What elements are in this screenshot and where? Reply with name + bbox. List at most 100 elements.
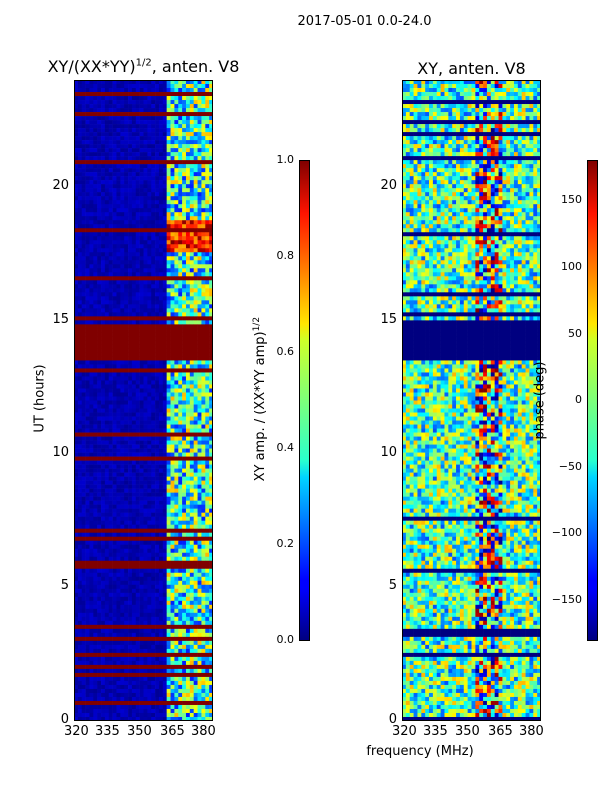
heatmap-cell xyxy=(170,192,175,197)
heatmap-cell xyxy=(209,272,213,277)
heatmap-cell xyxy=(155,536,160,542)
heatmap-cell xyxy=(155,344,160,349)
heatmap-cell xyxy=(116,496,121,501)
heatmap-cell xyxy=(170,88,175,93)
heatmap-cell xyxy=(135,396,140,401)
heatmap-cell xyxy=(77,264,83,269)
heatmap-cell xyxy=(104,444,110,449)
heatmap-cell xyxy=(209,88,213,93)
heatmap-cell xyxy=(193,96,198,101)
heatmap-cell xyxy=(170,596,175,602)
heatmap-cell xyxy=(197,604,202,610)
heatmap-cell xyxy=(135,388,140,393)
heatmap-cell xyxy=(85,156,90,161)
heatmap-cell xyxy=(178,220,183,225)
heatmap-cell xyxy=(209,120,213,125)
heatmap-cell xyxy=(104,388,110,393)
heatmap-cell xyxy=(85,368,90,373)
heatmap-cell xyxy=(197,156,202,161)
heatmap-cell xyxy=(155,420,160,425)
heatmap-cell xyxy=(74,500,79,505)
heatmap-cell xyxy=(193,108,198,113)
heatmap-cell xyxy=(128,436,133,441)
heatmap-cell xyxy=(209,216,213,221)
heatmap-cell xyxy=(189,280,194,285)
heatmap-cell xyxy=(101,400,106,405)
heatmap-cell xyxy=(108,304,113,309)
heatmap-cell xyxy=(112,284,117,289)
heatmap-cell xyxy=(139,160,144,165)
heatmap-cell xyxy=(201,560,206,566)
heatmap-cell xyxy=(197,268,202,273)
heatmap-cell xyxy=(139,432,144,437)
heatmap-cell xyxy=(120,168,125,173)
heatmap-cell xyxy=(81,596,86,602)
heatmap-cell xyxy=(77,224,83,229)
heatmap-cell xyxy=(201,496,206,501)
heatmap-cell xyxy=(166,612,171,618)
heatmap-cell xyxy=(155,596,160,602)
heatmap-cell xyxy=(155,160,160,165)
heatmap-cell xyxy=(74,384,79,389)
heatmap-cell xyxy=(182,416,187,421)
heatmap-cell xyxy=(77,372,83,377)
heatmap-cell xyxy=(97,176,102,181)
heatmap-cell xyxy=(162,624,167,630)
heatmap-cell xyxy=(131,152,137,157)
heatmap-cell xyxy=(101,512,106,517)
heatmap-cell xyxy=(85,176,90,181)
heatmap-cell xyxy=(139,84,144,89)
heatmap-cell xyxy=(193,296,198,301)
heatmap-cell xyxy=(166,84,171,89)
heatmap-cell xyxy=(201,436,206,441)
heatmap-cell xyxy=(139,296,144,301)
heatmap-cell xyxy=(112,560,117,566)
heatmap-cell xyxy=(89,88,94,93)
heatmap-cell xyxy=(108,296,113,301)
heatmap-cell xyxy=(93,172,98,177)
heatmap-cell xyxy=(74,584,79,590)
heatmap-cell xyxy=(201,312,206,317)
heatmap-cell xyxy=(174,628,179,634)
heatmap-cell xyxy=(193,212,198,217)
heatmap-cell xyxy=(193,168,198,173)
heatmap-cell xyxy=(162,332,167,337)
heatmap-cell xyxy=(170,224,175,229)
heatmap-cell xyxy=(182,232,187,237)
heatmap-cell xyxy=(124,440,129,445)
heatmap-cell xyxy=(182,536,187,542)
heatmap-cell xyxy=(74,140,79,145)
heatmap-cell xyxy=(81,180,86,185)
heatmap-cell xyxy=(201,420,206,425)
heatmap-cell xyxy=(189,252,194,257)
heatmap-cell xyxy=(128,392,133,397)
heatmap-cell xyxy=(116,380,121,385)
heatmap-cell xyxy=(205,524,210,529)
heatmap-cell xyxy=(131,260,137,265)
heatmap-cell xyxy=(128,440,133,445)
heatmap-cell xyxy=(178,440,183,445)
heatmap-cell xyxy=(112,296,117,301)
heatmap-cell xyxy=(81,452,86,457)
heatmap-cell xyxy=(128,632,133,638)
heatmap-cell xyxy=(77,504,83,509)
heatmap-cell xyxy=(201,548,206,554)
heatmap-cell xyxy=(151,232,156,237)
heatmap-cell xyxy=(112,92,117,97)
heatmap-cell xyxy=(151,220,156,225)
heatmap-cell xyxy=(74,408,79,413)
heatmap-cell xyxy=(197,328,202,333)
heatmap-cell xyxy=(197,520,202,525)
heatmap-cell xyxy=(209,444,213,449)
heatmap-cell xyxy=(97,316,102,321)
heatmap-cell xyxy=(162,192,167,197)
heatmap-cell xyxy=(97,496,102,501)
heatmap-cell xyxy=(74,112,79,117)
heatmap-cell xyxy=(155,220,160,225)
heatmap-cell xyxy=(197,564,202,570)
heatmap-cell xyxy=(89,496,94,501)
heatmap-cell xyxy=(205,268,210,273)
heatmap-cell xyxy=(209,300,213,305)
heatmap-cell xyxy=(124,388,129,393)
heatmap-cell xyxy=(178,532,183,538)
